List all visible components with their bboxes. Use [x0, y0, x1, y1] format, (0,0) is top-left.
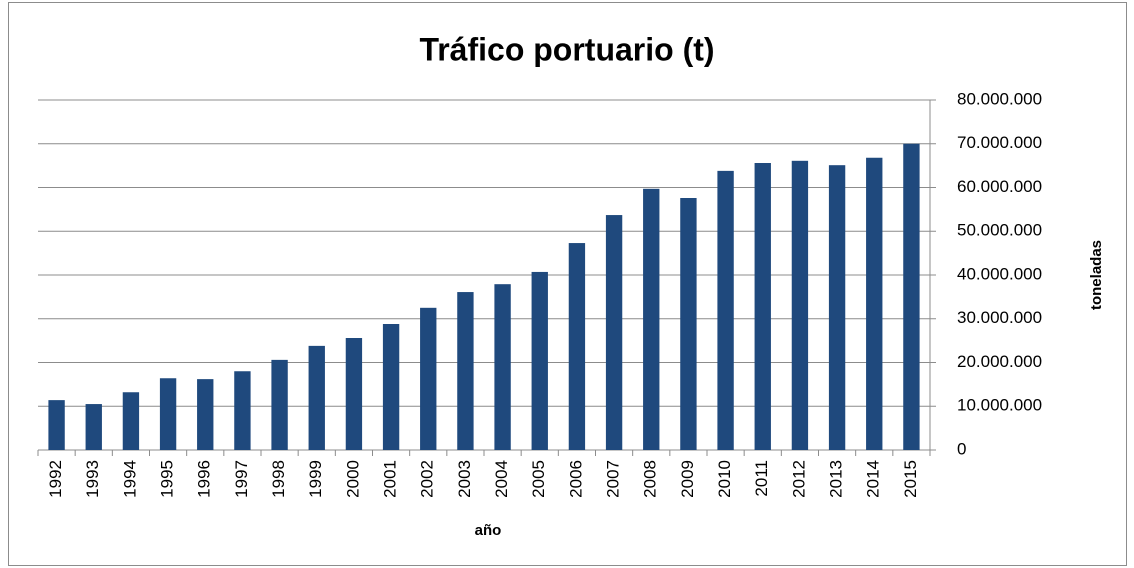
y-tick-label: 20.000.000: [957, 352, 1042, 371]
bar: [345, 338, 363, 450]
x-tick-label: 1999: [306, 460, 325, 498]
y-tick-label: 0: [957, 439, 966, 458]
chart-title: Tráfico portuario (t): [419, 31, 714, 67]
bar: [791, 160, 809, 450]
bar: [568, 243, 586, 450]
bar: [605, 215, 623, 450]
bar: [85, 404, 102, 450]
x-tick-label: 2006: [566, 460, 585, 498]
y-tick-label: 30.000.000: [957, 308, 1042, 327]
x-tick-label: 1994: [120, 460, 139, 498]
x-tick-label: 2013: [827, 460, 846, 498]
y-axis-title: toneladas: [1088, 240, 1105, 310]
bar: [122, 392, 140, 450]
x-tick-label: 2015: [901, 460, 920, 498]
x-tick-label: 2012: [789, 460, 808, 498]
x-tick-label: 2005: [529, 460, 548, 498]
x-tick-label: 2001: [381, 460, 400, 498]
bar: [717, 170, 734, 450]
bar: [197, 379, 214, 450]
x-tick-label: 2004: [492, 460, 511, 498]
bar: [159, 378, 177, 450]
x-tick-label: 1998: [269, 460, 288, 498]
x-tick-label: 1996: [195, 460, 214, 498]
x-tick-label: 2000: [343, 460, 362, 498]
bar: [754, 163, 771, 450]
bar: [494, 284, 511, 450]
x-tick-label: 2011: [752, 460, 771, 497]
x-tick-label: 2003: [455, 460, 474, 498]
x-tick-label: 2010: [715, 460, 734, 498]
x-tick-label: 1997: [232, 460, 251, 498]
bar: [680, 198, 697, 450]
y-tick-label: 40.000.000: [957, 264, 1042, 283]
y-tick-label: 10.000.000: [957, 396, 1042, 415]
x-tick-label: 1993: [83, 460, 102, 498]
bar: [531, 271, 548, 450]
y-tick-label: 60.000.000: [957, 177, 1042, 196]
x-tick-label: 1992: [46, 460, 65, 498]
y-tick-label: 50.000.000: [957, 221, 1042, 240]
x-axis-title: año: [475, 522, 502, 539]
x-tick-label: 1995: [158, 460, 177, 498]
x-tick-label: 2002: [418, 460, 437, 498]
bar: [866, 157, 883, 450]
bar: [48, 400, 65, 450]
y-tick-label: 70.000.000: [957, 133, 1042, 152]
bar: [457, 292, 474, 450]
bar: [828, 165, 846, 450]
x-tick-label: 2014: [864, 460, 883, 498]
bar: [382, 324, 400, 450]
bar: [903, 143, 920, 450]
bar: [643, 188, 660, 450]
y-tick-label: 80.000.000: [957, 89, 1042, 108]
bar: [234, 371, 251, 450]
chart-border: [8, 2, 1127, 566]
x-tick-label: 2009: [678, 460, 697, 498]
bar: [420, 307, 437, 450]
x-tick-label: 2007: [604, 460, 623, 498]
bar: [271, 359, 288, 450]
x-tick-label: 2008: [641, 460, 660, 498]
bar: [308, 345, 325, 450]
